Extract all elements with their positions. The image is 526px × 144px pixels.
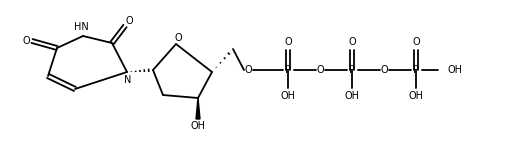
Text: N: N (124, 75, 132, 85)
Text: O: O (125, 16, 133, 26)
Text: P: P (349, 65, 355, 75)
Text: HN: HN (74, 22, 88, 32)
Text: OH: OH (280, 91, 296, 101)
Text: O: O (412, 37, 420, 47)
Text: O: O (380, 65, 388, 75)
Text: P: P (285, 65, 291, 75)
Text: OH: OH (447, 65, 462, 75)
Text: OH: OH (190, 121, 206, 131)
Text: O: O (316, 65, 324, 75)
Text: OH: OH (345, 91, 359, 101)
Text: O: O (244, 65, 252, 75)
Text: OH: OH (409, 91, 423, 101)
Text: O: O (174, 33, 182, 43)
Text: P: P (413, 65, 419, 75)
Polygon shape (196, 98, 200, 119)
Text: O: O (22, 36, 30, 46)
Text: O: O (348, 37, 356, 47)
Text: O: O (284, 37, 292, 47)
